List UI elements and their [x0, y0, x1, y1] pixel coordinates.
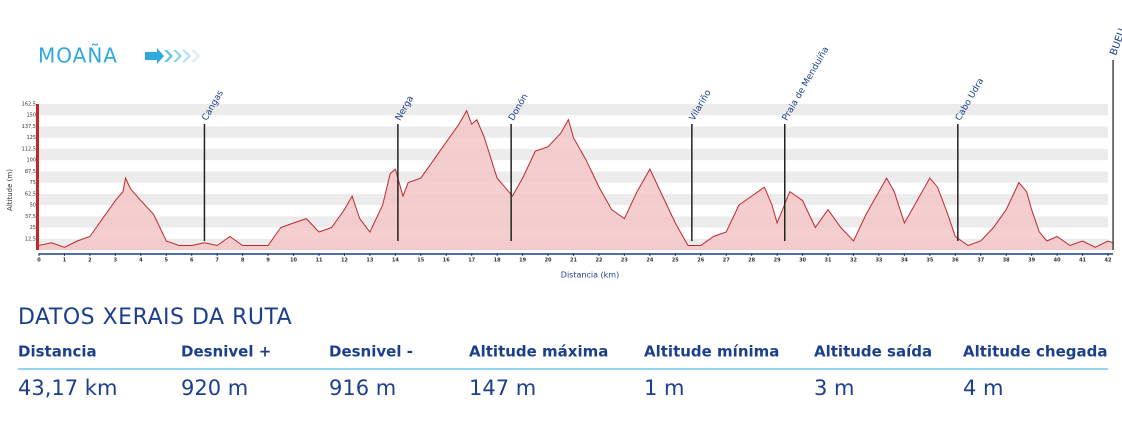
summary-title: DATOS XERAIS DA RUTA	[18, 305, 292, 330]
summary-header: Altitude mínima	[644, 343, 779, 361]
x-tick-label: 17	[468, 258, 475, 264]
y-tick-label: 25	[30, 225, 36, 231]
x-tick-label: 10	[290, 258, 297, 264]
x-tick-label: 41	[1079, 258, 1086, 264]
grid-band	[39, 126, 1108, 138]
x-axis-label: Distancia (km)	[561, 271, 619, 280]
x-tick-label: 13	[366, 258, 373, 264]
x-tick-label: 36	[952, 258, 959, 264]
y-tick-label: 75	[30, 180, 36, 186]
x-tick-label: 19	[519, 258, 526, 264]
x-tick-label: 4	[139, 258, 143, 264]
summary-value: 43,17 km	[18, 376, 117, 400]
x-tick-label: 20	[545, 258, 552, 264]
summary-header: Altitude máxima	[469, 343, 608, 361]
x-tick-label: 30	[799, 258, 806, 264]
grid-band	[39, 115, 1108, 127]
x-tick-label: 15	[417, 258, 424, 264]
y-axis-bar	[36, 104, 39, 250]
y-tick-label: 87,5	[25, 169, 36, 175]
summary-header: Altitude saída	[814, 343, 932, 361]
x-tick-label: 38	[1003, 258, 1010, 264]
x-tick-label: 34	[901, 258, 908, 264]
x-tick-label: 24	[646, 258, 653, 264]
x-tick-label: 9	[266, 258, 270, 264]
elevation-area	[39, 110, 1114, 250]
summary-header: Desnivel +	[181, 343, 271, 361]
x-tick-label: 12	[341, 258, 348, 264]
x-tick-label: 7	[215, 258, 219, 264]
summary-value: 916 m	[329, 376, 396, 400]
summary-header: Distancia	[18, 343, 97, 361]
y-tick-label: 100	[26, 158, 36, 164]
y-tick-label: 12,5	[25, 236, 36, 242]
end-marker-label: BUEU	[1108, 27, 1122, 57]
x-tick-label: 23	[621, 258, 628, 264]
x-tick-label: 25	[672, 258, 679, 264]
x-tick-label: 5	[165, 258, 169, 264]
summary-header: Desnivel -	[329, 343, 413, 361]
x-tick-label: 37	[977, 258, 984, 264]
summary-value: 1 m	[644, 376, 685, 400]
x-tick-label: 14	[392, 258, 399, 264]
summary-value: 4 m	[963, 376, 1004, 400]
y-tick-label: 162,5	[22, 102, 36, 108]
x-tick-label: 21	[570, 258, 577, 264]
arrows	[145, 48, 200, 64]
y-tick-label: 150	[26, 113, 36, 119]
elevation-line	[38, 109, 1114, 248]
x-tick-label: 6	[190, 258, 194, 264]
x-tick-label: 3	[114, 258, 118, 264]
x-tick-label: 0	[37, 258, 41, 264]
x-tick-label: 11	[315, 258, 322, 264]
x-tick-label: 39	[1028, 258, 1035, 264]
y-axis-label: Altitude (m)	[6, 169, 14, 211]
y-tick-label: 137,5	[22, 124, 36, 130]
x-tick-label: 28	[748, 258, 755, 264]
x-tick-label: 42	[1105, 258, 1112, 264]
x-tick-label: 22	[595, 258, 602, 264]
x-tick-label: 18	[494, 258, 501, 264]
summary-value: 147 m	[469, 376, 536, 400]
x-tick-label: 16	[443, 258, 450, 264]
x-tick-label: 33	[875, 258, 882, 264]
y-tick-label: 50	[30, 203, 36, 209]
summary-value: 920 m	[181, 376, 248, 400]
x-tick-label: 26	[697, 258, 704, 264]
chart-title: MOAÑA	[38, 44, 118, 68]
y-tick-label: 37,5	[25, 214, 36, 220]
x-tick-label: 31	[825, 258, 832, 264]
x-tick-label: 2	[88, 258, 92, 264]
x-tick-label: 32	[850, 258, 857, 264]
y-tick-label: 112,5	[22, 146, 36, 152]
y-tick-label: 62,5	[25, 191, 36, 197]
x-tick-label: 35	[926, 258, 933, 264]
y-tick-label: 125	[26, 135, 36, 141]
x-tick-label: 40	[1054, 258, 1061, 264]
grid-band	[39, 104, 1108, 116]
x-tick-label: 27	[723, 258, 730, 264]
x-tick-label: 1	[63, 258, 67, 264]
summary-value: 3 m	[814, 376, 855, 400]
summary-header: Altitude chegada	[963, 343, 1108, 361]
x-tick-label: 8	[241, 258, 245, 264]
x-tick-label: 29	[774, 258, 781, 264]
